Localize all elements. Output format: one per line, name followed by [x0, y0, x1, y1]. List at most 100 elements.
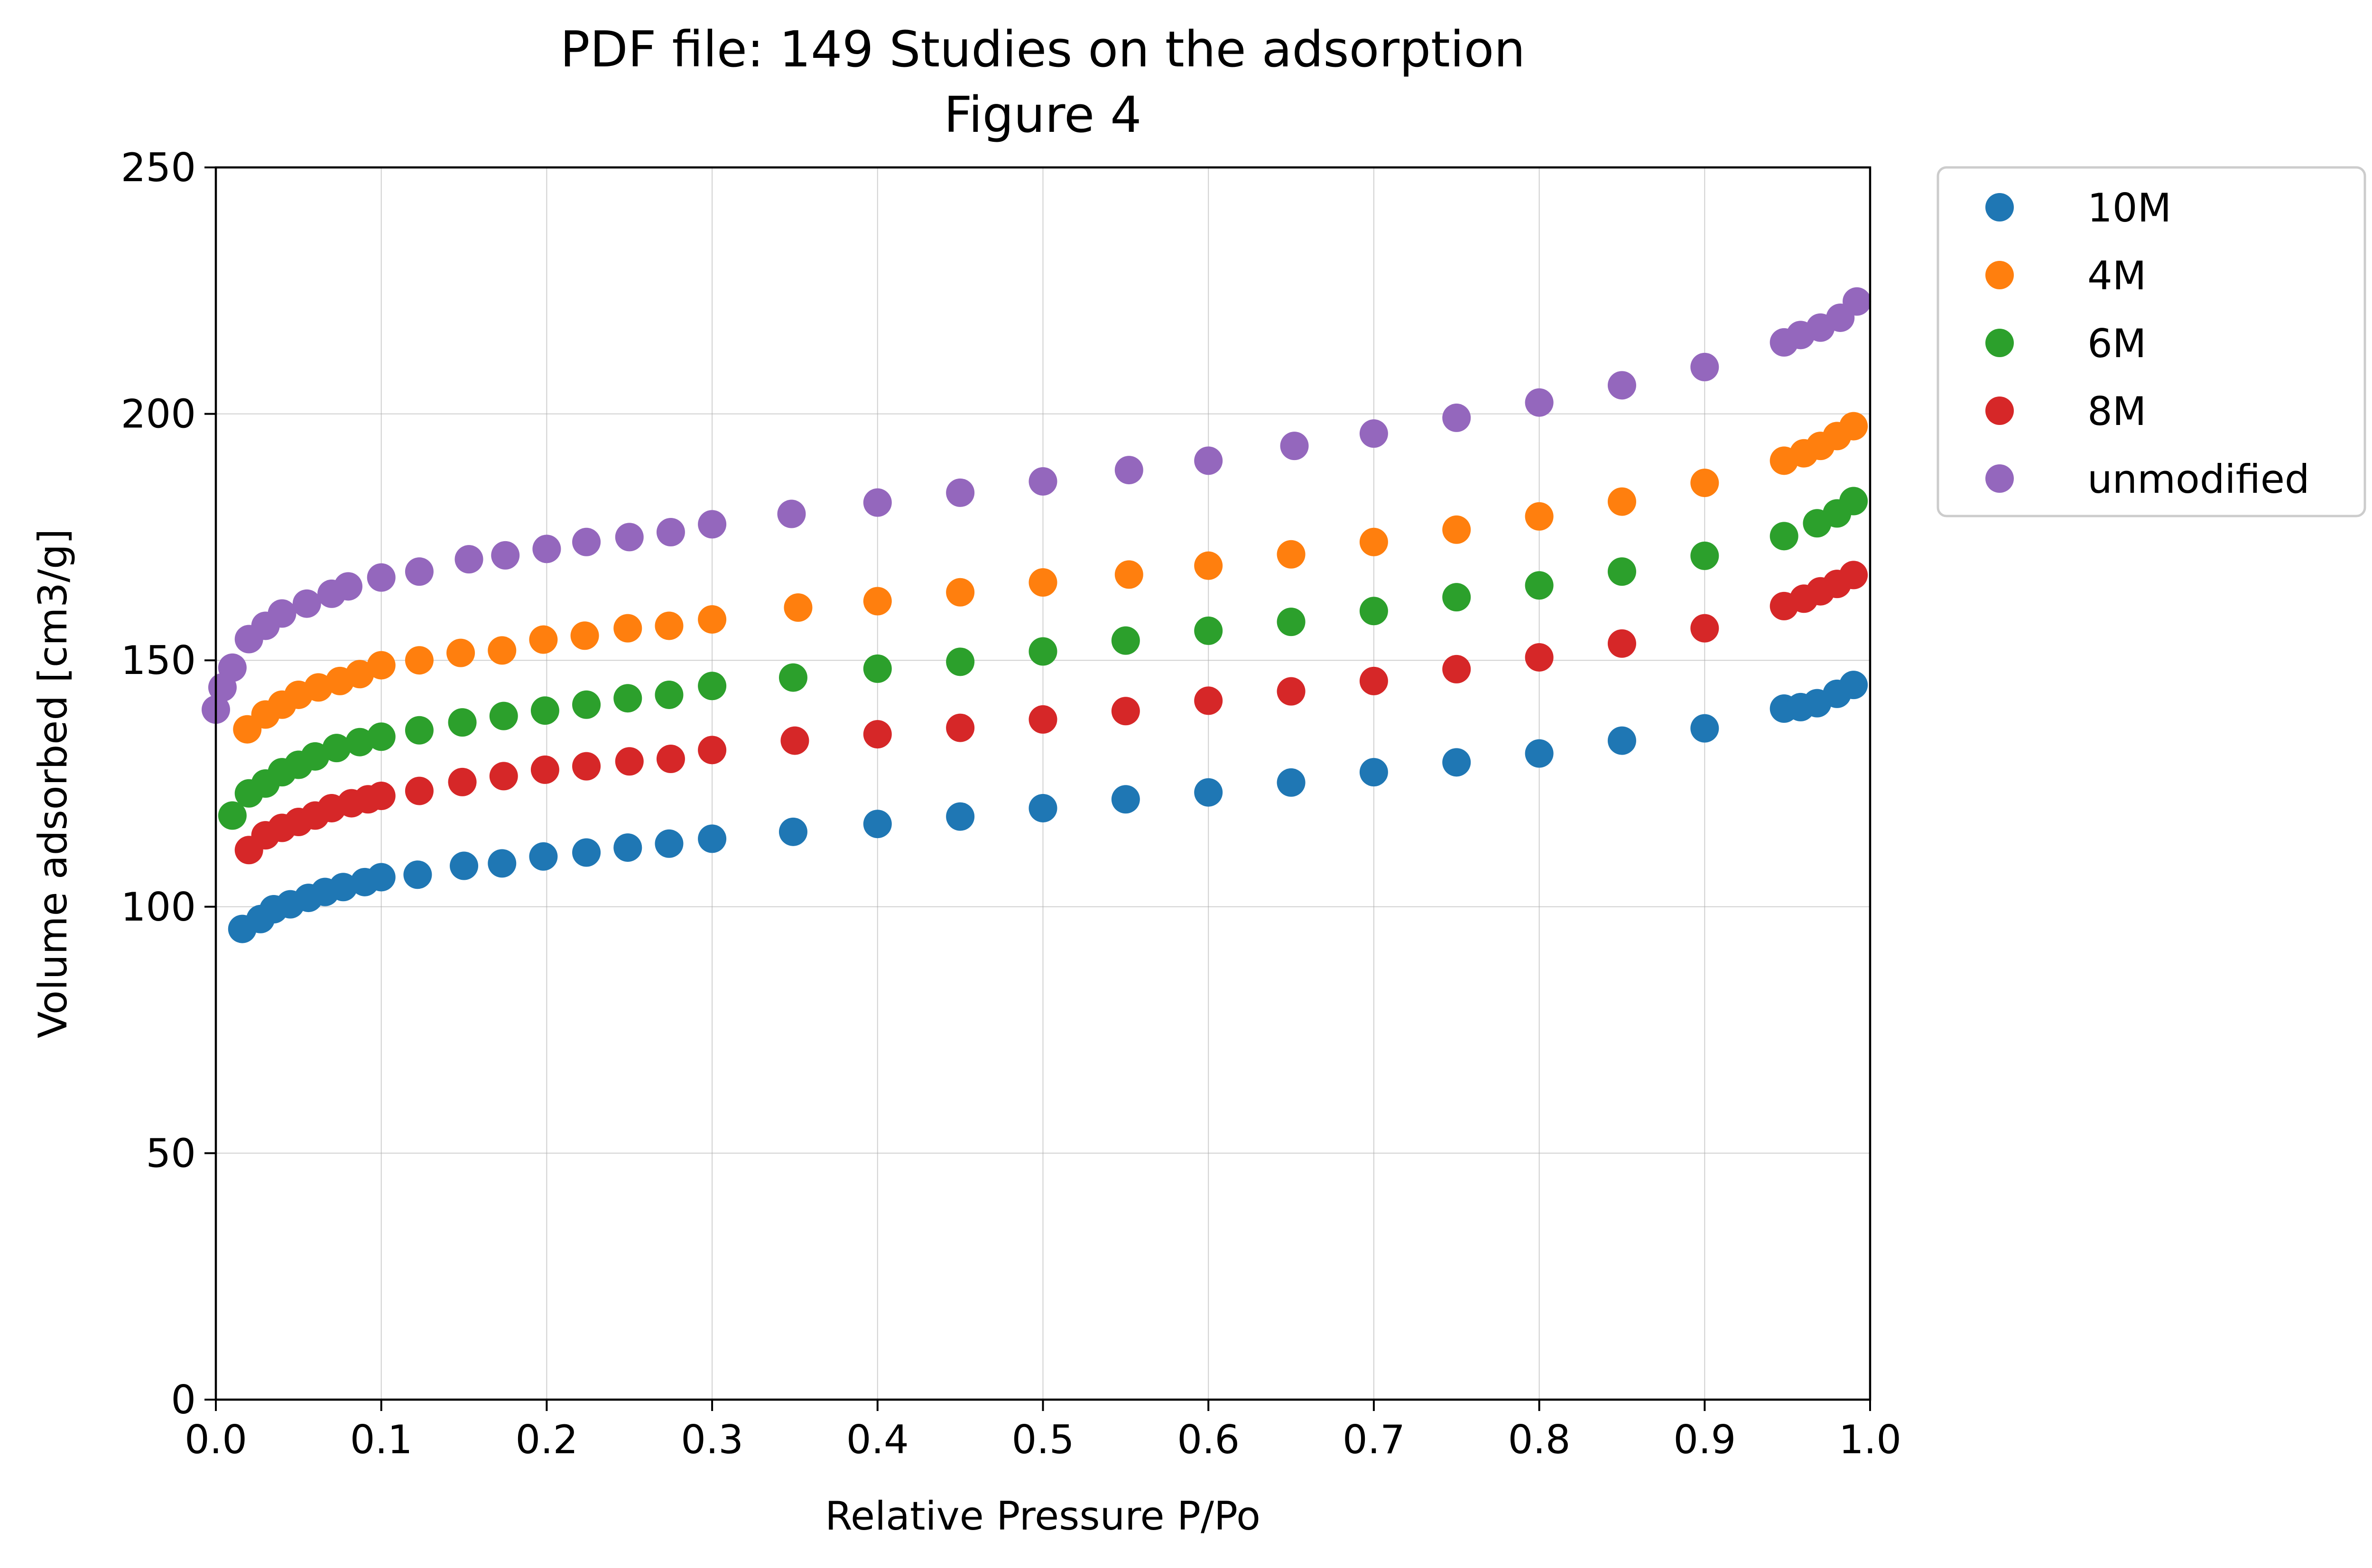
data-point	[656, 518, 685, 547]
series-6M	[218, 487, 1868, 830]
x-tick-label: 0.2	[515, 1417, 578, 1463]
data-point	[698, 672, 727, 701]
data-point	[1607, 726, 1636, 755]
data-point	[1690, 469, 1719, 498]
data-point	[304, 673, 333, 702]
data-point	[405, 557, 434, 586]
y-tick-label: 0	[171, 1377, 196, 1423]
data-point	[405, 716, 434, 745]
data-point	[946, 578, 975, 607]
x-tick-label: 0.9	[1673, 1417, 1736, 1463]
legend-label: 6M	[2087, 321, 2146, 367]
data-point	[1525, 643, 1554, 672]
legend-marker	[1985, 261, 2014, 289]
data-point	[1525, 739, 1554, 768]
data-point	[1690, 614, 1719, 643]
x-tick-label: 0.3	[681, 1417, 743, 1463]
data-point	[1111, 785, 1140, 814]
data-point	[698, 736, 727, 765]
chart-subtitle: Figure 4	[944, 86, 1142, 144]
data-point	[1194, 446, 1223, 475]
data-point	[570, 621, 599, 650]
data-point	[1359, 666, 1388, 695]
data-point	[863, 488, 892, 517]
data-point	[405, 776, 434, 805]
data-point	[345, 728, 374, 756]
data-point	[1359, 758, 1388, 787]
legend-label: 10M	[2087, 185, 2171, 231]
series-unmodified	[202, 287, 1872, 724]
x-tick-label: 0.7	[1343, 1417, 1405, 1463]
legend-label: 8M	[2087, 388, 2146, 434]
data-point	[367, 722, 396, 751]
data-point	[698, 510, 727, 539]
data-point	[367, 651, 396, 680]
data-point	[1114, 456, 1143, 485]
data-point	[448, 767, 477, 796]
data-point	[1839, 671, 1868, 700]
data-point	[1194, 616, 1223, 645]
legend-label: 4M	[2087, 253, 2146, 299]
legend: 10M 4M 6M 8M unmodified	[1937, 166, 2366, 517]
data-point	[1111, 697, 1140, 726]
data-point	[218, 801, 247, 830]
data-point	[218, 653, 247, 682]
data-point	[655, 829, 684, 858]
chart-title: PDF file: 149 Studies on the adsorption	[560, 20, 1525, 78]
data-point	[946, 713, 975, 742]
data-point	[1194, 686, 1223, 715]
data-point	[1194, 778, 1223, 807]
data-point	[1028, 705, 1057, 734]
data-point	[1525, 502, 1554, 531]
data-point	[777, 499, 806, 528]
y-tick-label: 50	[146, 1130, 196, 1176]
data-point	[780, 726, 809, 755]
data-point	[1770, 522, 1798, 551]
data-point	[784, 593, 813, 622]
data-point	[655, 680, 684, 709]
data-point	[1028, 793, 1057, 822]
y-tick-label: 100	[121, 884, 196, 930]
data-point	[778, 817, 807, 846]
data-point	[863, 720, 892, 749]
data-point	[1028, 568, 1057, 597]
y-tick-label: 150	[121, 637, 196, 683]
data-point	[613, 614, 642, 643]
data-point	[1028, 467, 1057, 496]
data-point	[1277, 540, 1306, 569]
data-point	[489, 701, 518, 730]
data-point	[615, 523, 644, 552]
data-point	[1114, 560, 1143, 589]
data-point	[1442, 655, 1471, 683]
legend-items: 10M 4M 6M 8M unmodified	[1985, 185, 2310, 502]
legend-marker	[1985, 329, 2014, 357]
data-point	[268, 599, 296, 628]
data-point	[1277, 677, 1306, 706]
data-point	[1277, 768, 1306, 797]
y-tick-label: 250	[121, 145, 196, 191]
data-point	[615, 747, 644, 776]
data-point	[1442, 403, 1471, 432]
x-tick-label: 0.0	[185, 1417, 247, 1463]
data-point	[698, 605, 727, 634]
data-point	[448, 708, 477, 737]
data-point	[446, 638, 475, 667]
data-point	[1843, 287, 1872, 316]
legend-marker	[1985, 464, 2014, 493]
data-point	[529, 842, 558, 871]
data-point	[1839, 561, 1868, 590]
data-point	[656, 745, 685, 774]
series-4M	[233, 412, 1868, 744]
data-point	[530, 696, 559, 725]
data-point	[613, 833, 642, 862]
data-point	[367, 563, 396, 592]
data-point	[403, 860, 432, 889]
y-axis-label: Volume adsorbed [cm3/g]	[30, 529, 76, 1038]
data-point	[1280, 432, 1309, 461]
y-tick-label: 200	[121, 391, 196, 437]
data-point	[1359, 597, 1388, 626]
data-point	[489, 762, 518, 791]
data-point	[1525, 571, 1554, 600]
